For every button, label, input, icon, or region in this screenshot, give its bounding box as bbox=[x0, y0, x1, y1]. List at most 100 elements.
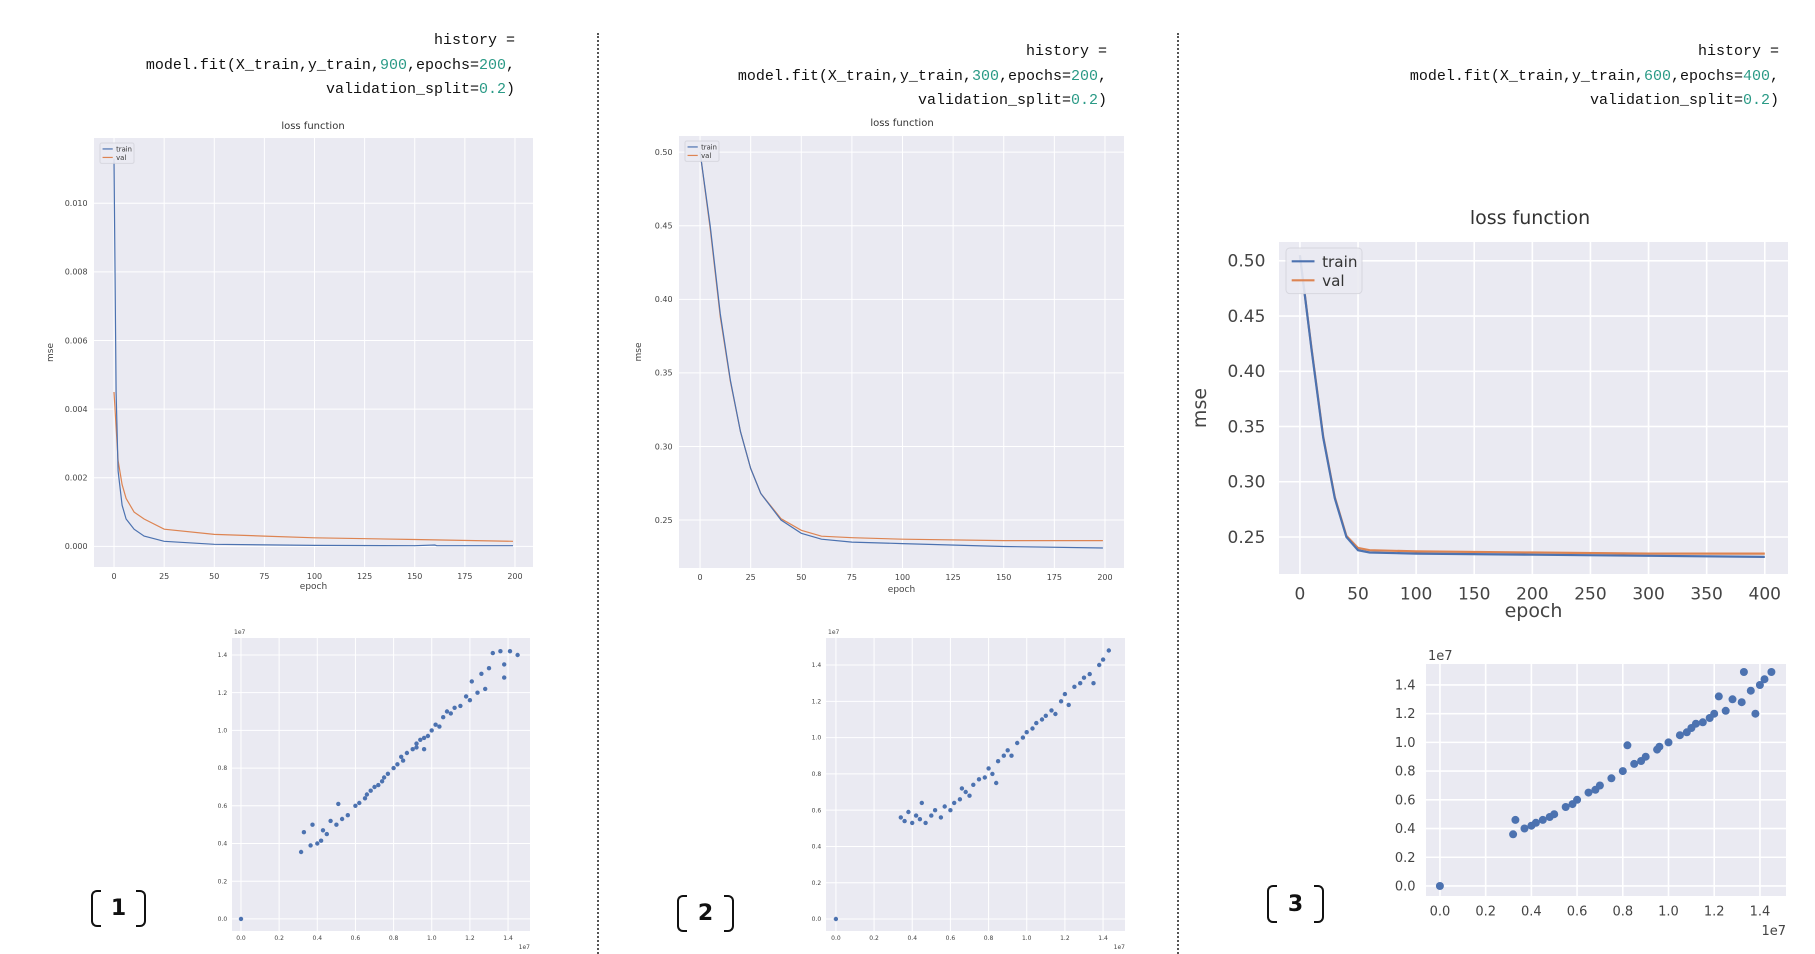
x-tick-label: 25 bbox=[746, 573, 756, 582]
loss-chart-3: 0 50 100 150 200 250 300 350 400 0.25 0.30 0.35 0.40… bbox=[1189, 207, 1788, 622]
scatter-point bbox=[320, 828, 326, 833]
scatter-point bbox=[399, 754, 404, 759]
scatter-point bbox=[982, 775, 987, 780]
scatter-point bbox=[345, 813, 350, 818]
scatter-point bbox=[486, 666, 492, 671]
panel-label-text: 1 bbox=[110, 896, 127, 921]
x-tick-label: 1.0 bbox=[1022, 935, 1032, 942]
chart-title: loss function bbox=[281, 121, 344, 132]
y-tick-label: 0.50 bbox=[655, 148, 673, 157]
legend-label-val: val bbox=[1322, 272, 1345, 290]
scatter-point bbox=[475, 690, 480, 695]
code-line: history = bbox=[1410, 40, 1779, 65]
y-tick-label: 0.008 bbox=[65, 268, 88, 277]
scatter-point bbox=[932, 808, 938, 813]
code-number: 200 bbox=[478, 56, 506, 74]
x-tick-label: 1.0 bbox=[1658, 905, 1679, 920]
x-tick-label: 100 bbox=[895, 573, 910, 582]
code-line: history = bbox=[738, 40, 1107, 65]
code-text: model.fit(X_train,y_train, bbox=[737, 67, 972, 85]
x-tick-label: 0.4 bbox=[313, 935, 323, 942]
x-tick-label: 75 bbox=[847, 573, 857, 582]
scatter-point bbox=[1087, 671, 1092, 677]
legend-label-train: train bbox=[1322, 253, 1357, 271]
y-tick-label: 0.0 bbox=[218, 916, 228, 923]
panel-label-text: 3 bbox=[1287, 891, 1304, 917]
scatter-point bbox=[414, 745, 419, 750]
scatter-point bbox=[967, 793, 972, 798]
scatter-point bbox=[994, 780, 999, 786]
code-text: ,epochs= bbox=[406, 56, 479, 74]
code-line: validation_split=0.2) bbox=[738, 89, 1107, 114]
scatter-point bbox=[429, 728, 434, 733]
scatter-point bbox=[1746, 686, 1755, 695]
scatter-point bbox=[1737, 698, 1746, 707]
x-tick-label: 0.2 bbox=[1475, 905, 1496, 920]
y-tick-label: 0.0 bbox=[1395, 880, 1416, 895]
scatter-point bbox=[902, 818, 907, 824]
panel-label-2: 2 bbox=[677, 895, 734, 932]
scatter-point bbox=[1767, 668, 1776, 676]
x-offset-label: 1e7 bbox=[519, 944, 531, 951]
y-axis-label: mse bbox=[634, 342, 644, 361]
scatter-point bbox=[1053, 711, 1058, 717]
y-tick-label: 1.2 bbox=[218, 690, 228, 697]
scatter-point bbox=[353, 803, 358, 808]
x-tick-label: 0.6 bbox=[946, 935, 956, 942]
scatter-point bbox=[1721, 706, 1730, 715]
scatter-point bbox=[1607, 774, 1616, 783]
y-tick-label: 1.2 bbox=[1395, 707, 1416, 722]
dotted-divider bbox=[597, 33, 599, 954]
y-tick-label: 0.8 bbox=[812, 771, 822, 778]
scatter-point bbox=[986, 766, 991, 771]
scatter-point bbox=[421, 747, 427, 752]
scatter-point bbox=[1034, 720, 1039, 726]
panel-label-text: 2 bbox=[697, 901, 714, 926]
y-tick-label: 0.50 bbox=[1228, 252, 1266, 272]
scatter-point bbox=[917, 817, 923, 822]
y-tick-label: 1.0 bbox=[1395, 736, 1416, 751]
scatter-point bbox=[458, 703, 463, 709]
scatter-point bbox=[1630, 759, 1639, 768]
legend-box bbox=[99, 142, 135, 164]
legend-label-train: train bbox=[701, 144, 717, 152]
scatter-point bbox=[1058, 699, 1064, 704]
code-text: history = bbox=[1697, 43, 1779, 60]
scatter-point bbox=[1584, 788, 1593, 797]
x-tick-label: 1.4 bbox=[1750, 905, 1771, 920]
scatter-point bbox=[1655, 742, 1664, 751]
y-tick-label: 0.000 bbox=[65, 542, 88, 551]
scatter-point bbox=[948, 808, 953, 813]
code-text: model.fit(X_train,y_train, bbox=[145, 56, 380, 74]
y-tick-label: 1.4 bbox=[812, 662, 822, 669]
scatter-point bbox=[372, 784, 377, 790]
scatter-point bbox=[959, 786, 965, 791]
scatter-point bbox=[507, 649, 513, 654]
scatter-point bbox=[1097, 662, 1102, 668]
scatter-point bbox=[298, 849, 304, 855]
x-tick-label: 50 bbox=[209, 572, 219, 581]
code-snippet-3: history = model.fit(X_train,y_train,600,e… bbox=[1410, 40, 1779, 114]
scatter-point bbox=[1081, 675, 1087, 680]
scatter-point bbox=[1511, 815, 1520, 824]
y-tick-label: 0.2 bbox=[1395, 851, 1416, 866]
scatter-point bbox=[898, 815, 903, 820]
y-offset-label: 1e7 bbox=[234, 629, 246, 636]
code-line: model.fit(X_train,y_train,600,epochs=400… bbox=[1410, 65, 1779, 90]
y-axis-label: mse bbox=[46, 343, 56, 362]
x-tick-label: 125 bbox=[945, 573, 960, 582]
x-tick-label: 0.0 bbox=[831, 935, 841, 942]
scatter-point bbox=[923, 820, 928, 826]
y-tick-label: 0.4 bbox=[218, 841, 228, 848]
x-tick-label: 200 bbox=[507, 572, 522, 581]
scatter-point bbox=[1100, 657, 1106, 662]
scatter-point bbox=[452, 705, 457, 710]
scatter-point bbox=[385, 771, 391, 776]
code-number: 200 bbox=[1070, 67, 1098, 85]
code-snippet-2: history = model.fit(X_train,y_train,300,e… bbox=[738, 40, 1107, 114]
x-tick-label: 1.2 bbox=[1060, 935, 1070, 942]
y-axis-label: mse bbox=[1189, 388, 1211, 428]
scatter-point bbox=[1751, 709, 1760, 718]
scatter-point bbox=[913, 813, 919, 818]
x-tick-label: 175 bbox=[457, 572, 472, 581]
